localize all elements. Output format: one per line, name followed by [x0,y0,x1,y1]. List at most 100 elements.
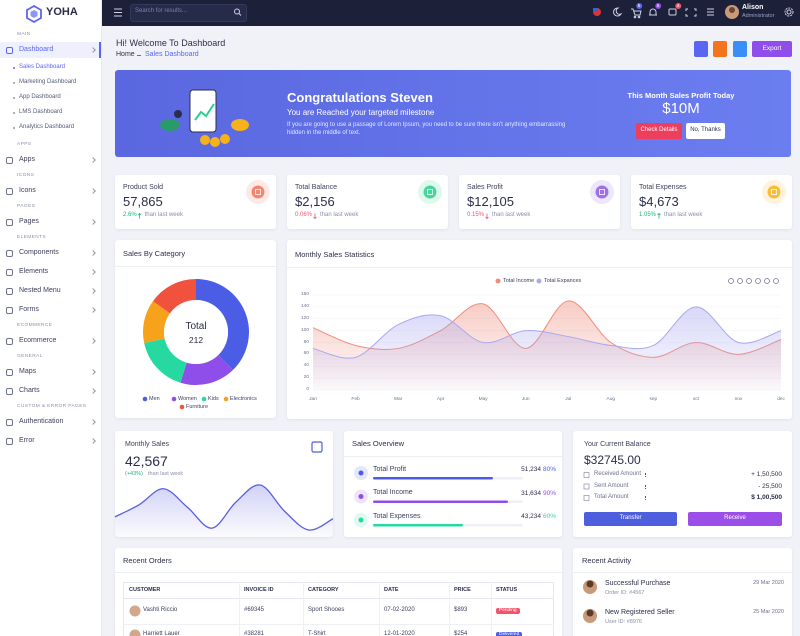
balance-row-label: Sent Amount [594,482,629,489]
search-box[interactable] [130,4,247,22]
menu-item[interactable]: Authentication [19,417,64,425]
activity-title: Successful Purchase [605,579,671,587]
card-divider [115,266,276,267]
card-title: Recent Orders [123,555,172,565]
status-badge: Delivered [496,632,523,636]
menu-icon [6,337,13,345]
table-header: INVOICE ID [244,586,274,593]
sidebar [0,0,102,636]
submenu-item[interactable]: LMS Dashboard [19,109,63,116]
sub-bullet [13,82,15,84]
menu-item[interactable]: Dashboard [19,45,54,53]
button-label[interactable]: Check Details [640,127,678,134]
menu-item[interactable]: Components [19,248,59,256]
stat-note: than last week [144,212,183,219]
submenu-item[interactable]: Analytics Dashboard [19,124,75,131]
card-divider [287,267,792,268]
banner-title: Congratulations Steven [287,90,433,106]
table-col-line [379,582,380,636]
menu-item[interactable]: Charts [19,386,40,394]
x-tick-label: Aug [606,397,616,403]
legend-label: Total Income [503,277,535,284]
monthly-sales-change: (+43%) [125,470,143,477]
no-thanks-button[interactable] [686,123,725,139]
y-tick-label: 40 [303,363,309,369]
activity-sub: Order ID: #4567 [605,589,645,596]
card-title: Monthly Sales [125,440,169,448]
receive-button[interactable] [688,512,782,526]
recent-orders-card [115,548,562,636]
submenu-item[interactable]: Sales Dashboard [19,64,66,71]
stat-change: 0.06% [295,212,313,219]
menu-item[interactable]: Pages [19,217,39,225]
stat-label: Total Balance [295,183,338,191]
overview-label: Total Expenses [373,512,421,520]
menu-icon [6,306,13,314]
menu-item[interactable]: Forms [19,305,39,313]
legend-label: Kids [208,395,219,402]
button-label[interactable]: Transfer [619,515,642,522]
menu-icon [6,218,13,226]
stat-note: than last week [492,212,531,219]
legend-label: Electronics [230,395,257,402]
menu-icon [6,287,13,295]
stat-card [287,175,448,229]
sub-bullet [13,127,15,129]
active-item-bg [0,42,101,58]
overview-percent: 80% [543,466,557,474]
balance-row-value: - 25,500 [758,482,782,490]
card-title: Your Current Balance [584,440,651,448]
table-cell: T-Shirt [308,631,326,636]
balance-row-label: Total Amount [594,494,629,501]
check-details-button[interactable] [636,123,682,139]
y-tick-label: 60 [303,351,309,357]
stat-value: $2,156 [295,194,335,210]
export-label[interactable]: Export [762,45,782,53]
submenu-item[interactable]: App Dashboard [19,94,61,101]
legend-label: Men [149,395,160,402]
sidebar-heading: ICONS [17,173,35,179]
menu-item[interactable]: Nested Menu [19,286,61,294]
activity-date: 25 Mar 2020 [753,608,784,615]
table-header: CUSTOMER [129,586,161,593]
breadcrumb[interactable]: Home [116,50,135,58]
action-button[interactable] [713,41,727,57]
y-tick-label: 80 [303,339,309,345]
table-cell: #69345 [244,607,265,614]
button-label[interactable]: Receive [724,515,746,522]
balance-colon [645,473,647,477]
transfer-button[interactable] [584,512,677,526]
action-button[interactable] [694,41,708,57]
menu-icon [6,437,13,445]
page-title: Hi! Welcome To Dashboard [116,37,226,48]
donut-label: Total [185,321,207,332]
overview-percent: 90% [543,489,557,497]
stat-note: than last week [320,212,359,219]
notification-badge: 4 [675,3,681,9]
x-tick-label: nov [734,397,743,403]
stat-value: 57,865 [123,194,163,210]
table-cell: Sport Shooes [308,607,345,614]
menu-item[interactable]: Ecommerce [19,336,57,344]
overview-value: 31,634 [521,489,541,497]
card-divider [573,572,792,573]
button-label[interactable]: No, Thanks [690,127,721,134]
export-button[interactable] [752,41,792,57]
overview-value: 51,234 [521,466,541,474]
x-tick-label: Jan [309,397,317,403]
submenu-item[interactable]: Marketing Dashboard [19,79,77,86]
legend-label: Total Expances [544,277,582,284]
action-button[interactable] [733,41,747,57]
menu-item[interactable]: Error [19,436,35,444]
menu-item[interactable]: Apps [19,155,35,163]
menu-icon [6,249,13,257]
overview-percent: 60% [543,513,557,521]
menu-item[interactable]: Icons [19,186,36,194]
menu-item[interactable]: Elements [19,267,49,275]
menu-item[interactable]: Maps [19,367,37,375]
table-cell: 07-02-2020 [384,607,415,614]
table-col-line [449,582,450,636]
stat-change: 1.05% [639,212,657,219]
balance-colon [645,496,647,500]
activity-title: New Registered Seller [605,608,675,616]
